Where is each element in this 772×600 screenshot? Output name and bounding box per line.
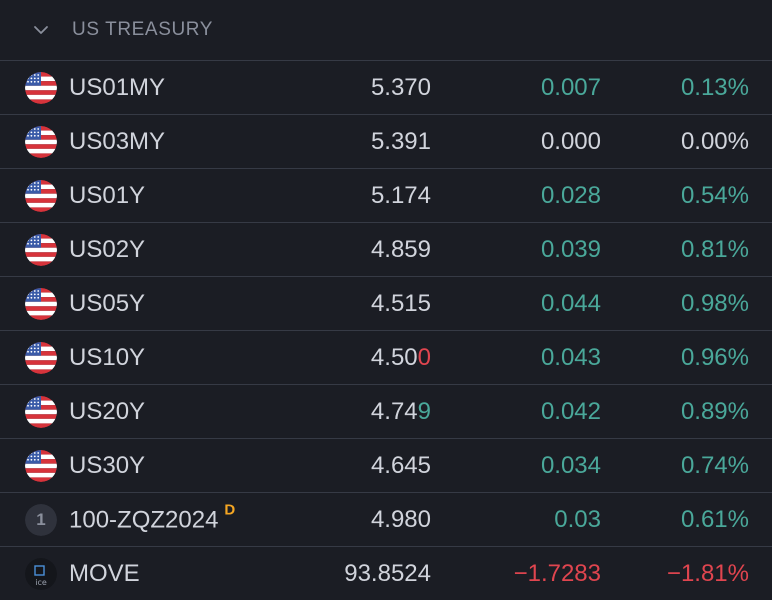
last-price: 5.370 <box>370 73 431 101</box>
symbol-row-us20y[interactable]: US20Y 4.749 0.042 0.89% <box>0 384 772 438</box>
symbol-name: US30Y <box>69 451 146 479</box>
change-value: 0.042 <box>540 397 601 425</box>
us-flag-icon <box>25 287 57 320</box>
change-percent: 0.89% <box>680 397 749 425</box>
symbol-name: US02Y <box>69 235 146 263</box>
symbol-row-us03my[interactable]: US03MY 5.391 0.000 0.00% <box>0 114 772 168</box>
us-flag-icon <box>25 395 57 428</box>
symbol-name: US01Y <box>69 181 146 209</box>
change-percent: 0.13% <box>680 73 749 101</box>
last-price: 4.859 <box>370 235 431 263</box>
us-flag-icon <box>25 125 57 158</box>
section-title: US TREASURY <box>72 19 214 40</box>
section-header-us-treasury[interactable]: US TREASURY <box>0 0 772 60</box>
symbol-name: US03MY <box>69 127 166 155</box>
change-percent: 0.96% <box>680 343 749 371</box>
last-price: 4.645 <box>370 451 431 479</box>
us-flag-icon <box>25 233 57 266</box>
change-percent: 0.00% <box>680 127 749 155</box>
last-price-tick-digit: 9 <box>417 397 431 425</box>
symbol-name: MOVE <box>69 559 140 587</box>
symbol-row-move[interactable]: ice MOVE 93.8524 −1.7283 −1.81% <box>0 546 772 600</box>
symbol-row-us30y[interactable]: US30Y 4.645 0.034 0.74% <box>0 438 772 492</box>
change-percent: 0.98% <box>680 289 749 317</box>
change-value: −1.7283 <box>513 559 601 587</box>
change-value: 0.034 <box>540 451 601 479</box>
symbol-name: US01MY <box>69 73 166 101</box>
ice-logo-text: ice <box>35 578 47 587</box>
symbol-row-us05y[interactable]: US05Y 4.515 0.044 0.98% <box>0 276 772 330</box>
symbol-row-us02y[interactable]: US02Y 4.859 0.039 0.81% <box>0 222 772 276</box>
last-price: 4.515 <box>370 289 431 317</box>
delayed-badge: D <box>224 501 236 518</box>
symbol-name: US10Y <box>69 343 146 371</box>
change-value: 0.03 <box>554 505 601 533</box>
last-price: 5.174 <box>370 181 431 209</box>
us-flag-icon <box>25 71 57 104</box>
number-badge-text: 1 <box>25 503 57 536</box>
number-badge-icon: 1 <box>25 503 57 536</box>
change-percent: 0.74% <box>680 451 749 479</box>
symbol-list: US01MY 5.370 0.007 0.13% US03MY 5.391 0.000 0.0… <box>0 60 772 600</box>
chevron-down-icon[interactable] <box>32 21 50 39</box>
symbol-row-us01y[interactable]: US01Y 5.174 0.028 0.54% <box>0 168 772 222</box>
change-value: 0.039 <box>540 235 601 263</box>
symbol-row-us01my[interactable]: US01MY 5.370 0.007 0.13% <box>0 60 772 114</box>
symbol-row-100-zqz2024[interactable]: 1 100-ZQZ2024 D 4.980 0.03 0.61% <box>0 492 772 546</box>
change-percent: 0.54% <box>680 181 749 209</box>
last-price: 93.8524 <box>344 559 431 587</box>
symbol-name: US20Y <box>69 397 146 425</box>
change-value: 0.028 <box>540 181 601 209</box>
change-percent: 0.81% <box>680 235 749 263</box>
us-flag-icon <box>25 179 57 212</box>
symbol-row-us10y[interactable]: US10Y 4.500 0.043 0.96% <box>0 330 772 384</box>
us-flag-icon <box>25 449 57 482</box>
symbol-name: 100-ZQZ2024 D <box>69 501 236 533</box>
last-price: 4.500 <box>370 343 431 371</box>
ice-logo-icon: ice <box>25 557 57 590</box>
change-value: 0.007 <box>540 73 601 101</box>
change-value: 0.043 <box>540 343 601 371</box>
symbol-name: US05Y <box>69 289 146 317</box>
change-value: 0.044 <box>540 289 601 317</box>
change-percent: 0.61% <box>680 505 749 533</box>
last-price: 4.980 <box>370 505 431 533</box>
us-flag-icon <box>25 341 57 374</box>
last-price-tick-digit: 0 <box>417 343 431 371</box>
change-value: 0.000 <box>540 127 601 155</box>
change-percent: −1.81% <box>666 559 749 587</box>
last-price: 5.391 <box>370 127 431 155</box>
last-price: 4.749 <box>370 397 431 425</box>
